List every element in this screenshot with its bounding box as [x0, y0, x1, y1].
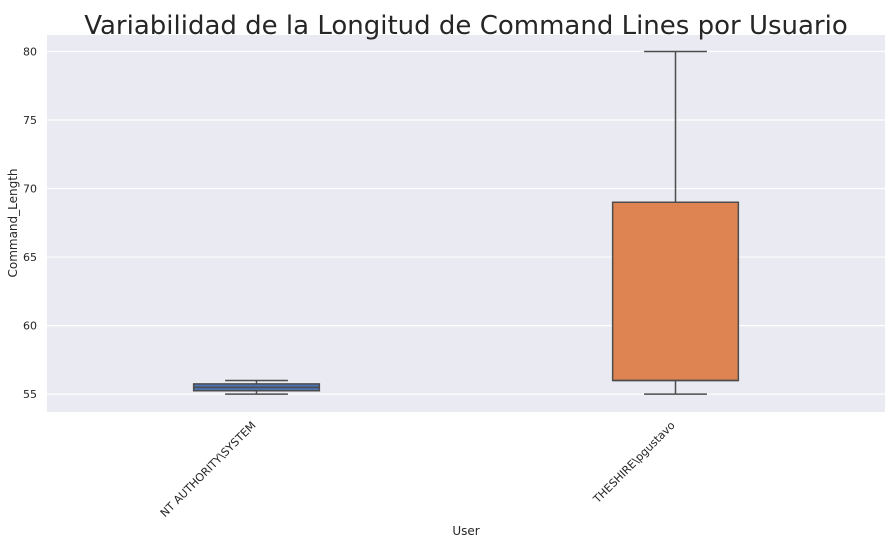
box-group: [611, 50, 740, 395]
x-axis-label: User: [452, 524, 479, 538]
box-group: [192, 379, 321, 395]
y-tick-label: 60: [23, 320, 37, 333]
chart-title: Variabilidad de la Longitud de Command L…: [84, 11, 848, 41]
y-tick-label: 75: [23, 114, 37, 127]
box-body: [611, 201, 740, 382]
y-axis-label: Command_Length: [6, 168, 20, 277]
gridlines: [47, 50, 885, 395]
y-tick-label: 55: [23, 388, 37, 401]
y-tick-label: 65: [23, 251, 37, 264]
x-tick-labels: NT AUTHORITY\SYSTEM THESHIRE\pgustavo: [158, 419, 678, 520]
y-tick-labels: 55 60 65 70 75 80: [23, 45, 37, 401]
plot-area: [47, 35, 885, 412]
x-tick-label: NT AUTHORITY\SYSTEM: [158, 419, 259, 520]
x-tick-label: THESHIRE\pgustavo: [590, 419, 678, 507]
y-tick-label: 70: [23, 183, 37, 196]
box-series: [192, 50, 740, 395]
y-tick-label: 80: [23, 45, 37, 58]
